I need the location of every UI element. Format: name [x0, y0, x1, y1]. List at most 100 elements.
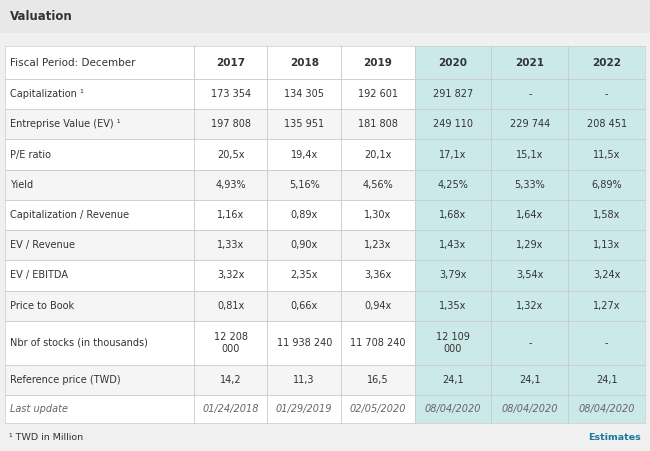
- Text: 4,25%: 4,25%: [437, 180, 469, 190]
- Bar: [267, 170, 341, 200]
- Bar: [415, 170, 491, 200]
- Bar: [0, 32, 650, 46]
- Text: 1,58x: 1,58x: [593, 210, 620, 220]
- Bar: [5, 79, 194, 109]
- Bar: [341, 230, 415, 260]
- Bar: [415, 321, 491, 365]
- Bar: [267, 200, 341, 230]
- Bar: [341, 321, 415, 365]
- Text: 2022: 2022: [592, 58, 621, 68]
- Text: 01/29/2019: 01/29/2019: [276, 404, 332, 414]
- Text: 1,35x: 1,35x: [439, 301, 467, 311]
- Bar: [5, 365, 194, 395]
- Text: 1,64x: 1,64x: [516, 210, 543, 220]
- Bar: [415, 46, 491, 79]
- Bar: [491, 321, 568, 365]
- Bar: [5, 230, 194, 260]
- Text: 229 744: 229 744: [510, 120, 550, 129]
- Text: 1,16x: 1,16x: [217, 210, 244, 220]
- Bar: [194, 290, 267, 321]
- Bar: [267, 290, 341, 321]
- Text: 4,93%: 4,93%: [215, 180, 246, 190]
- Bar: [267, 46, 341, 79]
- Bar: [341, 365, 415, 395]
- Text: 181 808: 181 808: [358, 120, 398, 129]
- Text: 1,30x: 1,30x: [364, 210, 391, 220]
- Bar: [194, 109, 267, 139]
- Bar: [568, 79, 645, 109]
- Bar: [5, 260, 194, 290]
- Bar: [0, 0, 650, 32]
- Bar: [267, 395, 341, 423]
- Text: 24,1: 24,1: [519, 375, 541, 385]
- Bar: [491, 200, 568, 230]
- Text: 1,43x: 1,43x: [439, 240, 467, 250]
- Bar: [267, 139, 341, 170]
- Text: 11,3: 11,3: [293, 375, 315, 385]
- Bar: [267, 109, 341, 139]
- Bar: [568, 230, 645, 260]
- Text: Capitalization ¹: Capitalization ¹: [10, 89, 84, 99]
- Bar: [5, 200, 194, 230]
- Text: 01/24/2018: 01/24/2018: [202, 404, 259, 414]
- Text: 20,1x: 20,1x: [364, 150, 391, 160]
- Text: 24,1: 24,1: [596, 375, 618, 385]
- Text: 08/04/2020: 08/04/2020: [578, 404, 635, 414]
- Text: 12 208
000: 12 208 000: [214, 332, 248, 354]
- Bar: [415, 260, 491, 290]
- Text: 12 109
000: 12 109 000: [436, 332, 470, 354]
- Text: 173 354: 173 354: [211, 89, 251, 99]
- Text: 2019: 2019: [363, 58, 392, 68]
- Bar: [267, 321, 341, 365]
- Text: 249 110: 249 110: [433, 120, 473, 129]
- Text: -: -: [528, 89, 532, 99]
- Bar: [491, 395, 568, 423]
- Bar: [415, 290, 491, 321]
- Bar: [568, 46, 645, 79]
- Bar: [341, 260, 415, 290]
- Bar: [194, 230, 267, 260]
- Text: 11,5x: 11,5x: [593, 150, 620, 160]
- Text: Yield: Yield: [10, 180, 33, 190]
- Bar: [568, 395, 645, 423]
- Text: P/E ratio: P/E ratio: [10, 150, 51, 160]
- Text: 2020: 2020: [439, 58, 467, 68]
- Text: ¹ TWD in Million: ¹ TWD in Million: [9, 433, 83, 442]
- Text: 11 938 240: 11 938 240: [276, 338, 332, 348]
- Text: EV / EBITDA: EV / EBITDA: [10, 271, 68, 281]
- Text: EV / Revenue: EV / Revenue: [10, 240, 75, 250]
- Bar: [5, 139, 194, 170]
- Text: 0,89x: 0,89x: [291, 210, 318, 220]
- Bar: [341, 200, 415, 230]
- Text: Capitalization / Revenue: Capitalization / Revenue: [10, 210, 129, 220]
- Bar: [568, 109, 645, 139]
- Text: 14,2: 14,2: [220, 375, 241, 385]
- Bar: [194, 200, 267, 230]
- Text: 08/04/2020: 08/04/2020: [424, 404, 481, 414]
- Bar: [568, 170, 645, 200]
- Bar: [491, 170, 568, 200]
- Text: 5,16%: 5,16%: [289, 180, 320, 190]
- Text: 2021: 2021: [515, 58, 544, 68]
- Text: Last update: Last update: [10, 404, 68, 414]
- Text: 3,79x: 3,79x: [439, 271, 467, 281]
- Text: 19,4x: 19,4x: [291, 150, 318, 160]
- Bar: [491, 79, 568, 109]
- Text: -: -: [528, 338, 532, 348]
- Text: 08/04/2020: 08/04/2020: [502, 404, 558, 414]
- Bar: [415, 109, 491, 139]
- Bar: [491, 109, 568, 139]
- Bar: [341, 170, 415, 200]
- Bar: [5, 321, 194, 365]
- Text: 1,68x: 1,68x: [439, 210, 467, 220]
- Bar: [568, 260, 645, 290]
- Bar: [194, 170, 267, 200]
- Bar: [267, 79, 341, 109]
- Bar: [568, 200, 645, 230]
- Text: 291 827: 291 827: [433, 89, 473, 99]
- Text: 0,90x: 0,90x: [291, 240, 318, 250]
- Text: 1,27x: 1,27x: [593, 301, 620, 311]
- Bar: [491, 46, 568, 79]
- Bar: [491, 260, 568, 290]
- Bar: [491, 139, 568, 170]
